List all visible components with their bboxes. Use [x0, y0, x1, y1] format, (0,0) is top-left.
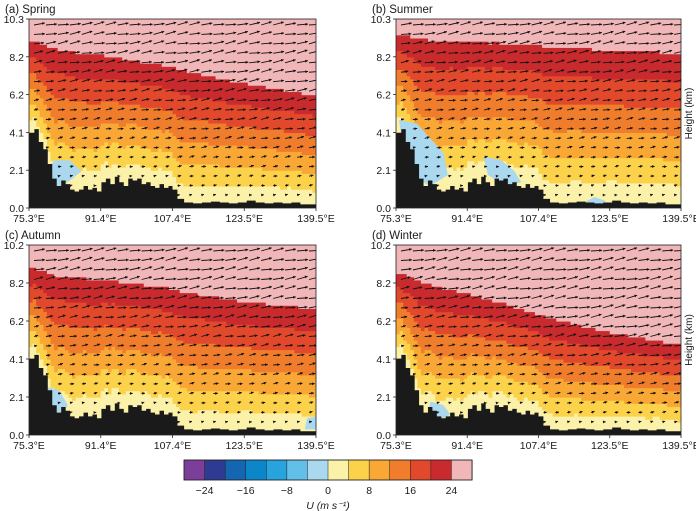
y-tick-label: 8.2 — [376, 52, 391, 64]
x-tick-label: 107.4°E — [520, 440, 557, 452]
colorbar-swatch — [451, 459, 473, 481]
x-tick-label: 123.5°E — [591, 213, 628, 225]
terrain — [396, 129, 681, 208]
x-tick-label: 123.5°E — [591, 440, 628, 452]
x-tick-label: 123.5°E — [226, 440, 263, 452]
colorbar-tick-label: 8 — [366, 485, 372, 497]
y-tick-label: 2.1 — [9, 392, 24, 404]
wind-vectors — [33, 21, 316, 197]
x-tick-label: 107.4°E — [154, 440, 191, 452]
colorbar-tick-label: −24 — [196, 485, 214, 497]
x-tick-label: 91.4°E — [451, 440, 483, 452]
colorbar-swatch — [307, 459, 329, 481]
y-tick-label: 10.2 — [371, 240, 392, 252]
colorbar-swatch — [368, 459, 391, 481]
wind-vectors — [33, 247, 316, 424]
x-tick-label: 75.3°E — [380, 213, 412, 225]
colorbar-swatch — [410, 459, 432, 481]
y-tick-label: 4.1 — [9, 127, 24, 139]
colorbar-swatch — [224, 459, 247, 481]
panel-winter: (d) Winter 0.0 2.1 4.1 6.2 8.2 10.2 75.3°E 91.4°… — [371, 230, 696, 452]
x-tick-label: 123.5°E — [226, 213, 263, 225]
panel-autumn: (c) Autumn 0.0 2.1 4.1 6.2 8.2 10.2 75.3°E 91.4°… — [4, 230, 335, 452]
panel-title: (a) Spring — [5, 4, 56, 16]
colorbar-swatch — [327, 459, 350, 481]
x-tick-label: 75.3°E — [13, 440, 45, 452]
y-tick-label: 0.0 — [376, 430, 391, 442]
y-tick-label: 10.3 — [4, 14, 25, 26]
y-tick-label: 2.1 — [376, 165, 391, 177]
colorbar-tick-label: 16 — [404, 485, 416, 497]
colorbar-tick-label: −8 — [281, 485, 293, 497]
y-axis-label: Height (km) — [684, 314, 695, 366]
x-tick-label: 91.4°E — [85, 440, 117, 452]
colorbar-swatch — [183, 459, 206, 481]
panel-title: (d) Winter — [372, 230, 423, 242]
colorbar-swatch — [245, 459, 267, 481]
colorbar-tick-label: 0 — [325, 485, 331, 497]
panel-title: (b) Summer — [372, 4, 433, 16]
y-tick-label: 4.1 — [9, 354, 24, 366]
x-tick-label: 91.4°E — [451, 213, 483, 225]
negative-wind-region — [304, 416, 316, 430]
y-tick-label: 8.2 — [9, 52, 24, 64]
x-tick-label: 91.4°E — [85, 213, 117, 225]
colorbar-tick-label: −16 — [237, 485, 255, 497]
y-axis-label: Height (km) — [684, 88, 695, 140]
y-tick-label: 6.2 — [9, 316, 24, 328]
y-tick-label: 8.2 — [376, 278, 391, 290]
y-tick-label: 6.2 — [376, 90, 391, 102]
x-tick-label: 139.5°E — [297, 440, 334, 452]
y-tick-label: 6.2 — [9, 90, 24, 102]
colorbar-swatch — [286, 459, 308, 481]
x-tick-label: 75.3°E — [13, 213, 45, 225]
y-tick-label: 2.1 — [376, 392, 391, 404]
x-tick-label: 139.5°E — [297, 213, 334, 225]
terrain — [29, 354, 316, 435]
panel-spring: (a) Spring 0.0 2.1 4.1 6.2 8.2 10.3 75.3°E 91.4°… — [4, 4, 335, 225]
x-tick-label: 107.4°E — [520, 213, 557, 225]
y-tick-label: 4.1 — [376, 127, 391, 139]
terrain — [29, 129, 316, 208]
colorbar-swatch — [204, 459, 226, 481]
colorbar-tick-label: 24 — [446, 485, 458, 497]
y-tick-label: 8.2 — [9, 278, 24, 290]
colorbar-swatch — [389, 459, 411, 481]
y-tick-label: 10.2 — [4, 240, 25, 252]
colorbar-swatch — [430, 459, 452, 481]
y-tick-label: 0.0 — [376, 203, 391, 215]
colorbar-swatch — [348, 459, 370, 481]
wind-vectors — [400, 247, 681, 424]
y-tick-label: 6.2 — [376, 316, 391, 328]
x-tick-label: 75.3°E — [380, 440, 412, 452]
x-tick-label: 139.5°E — [662, 213, 696, 225]
y-tick-label: 0.0 — [9, 203, 24, 215]
colorbar-frame — [183, 459, 473, 481]
colorbar-swatch — [266, 459, 288, 481]
panel-title: (c) Autumn — [5, 230, 61, 242]
y-tick-label: 10.3 — [371, 14, 392, 26]
negative-wind-region — [399, 119, 448, 186]
y-tick-label: 0.0 — [9, 430, 24, 442]
colorbar: −24 −16 −8 0 8 16 24 U (m s⁻¹) — [183, 459, 473, 511]
x-tick-label: 139.5°E — [662, 440, 696, 452]
y-tick-label: 2.1 — [9, 165, 24, 177]
x-tick-label: 107.4°E — [154, 213, 191, 225]
terrain — [396, 354, 681, 435]
y-tick-label: 4.1 — [376, 354, 391, 366]
panel-summer: (b) Summer 0.0 2.1 4.1 6.2 8.2 10.3 75.3°E 91.4°… — [371, 4, 696, 225]
wind-vectors — [400, 21, 681, 197]
colorbar-label: U (m s⁻¹) — [306, 500, 349, 511]
negative-wind-region — [483, 156, 522, 186]
